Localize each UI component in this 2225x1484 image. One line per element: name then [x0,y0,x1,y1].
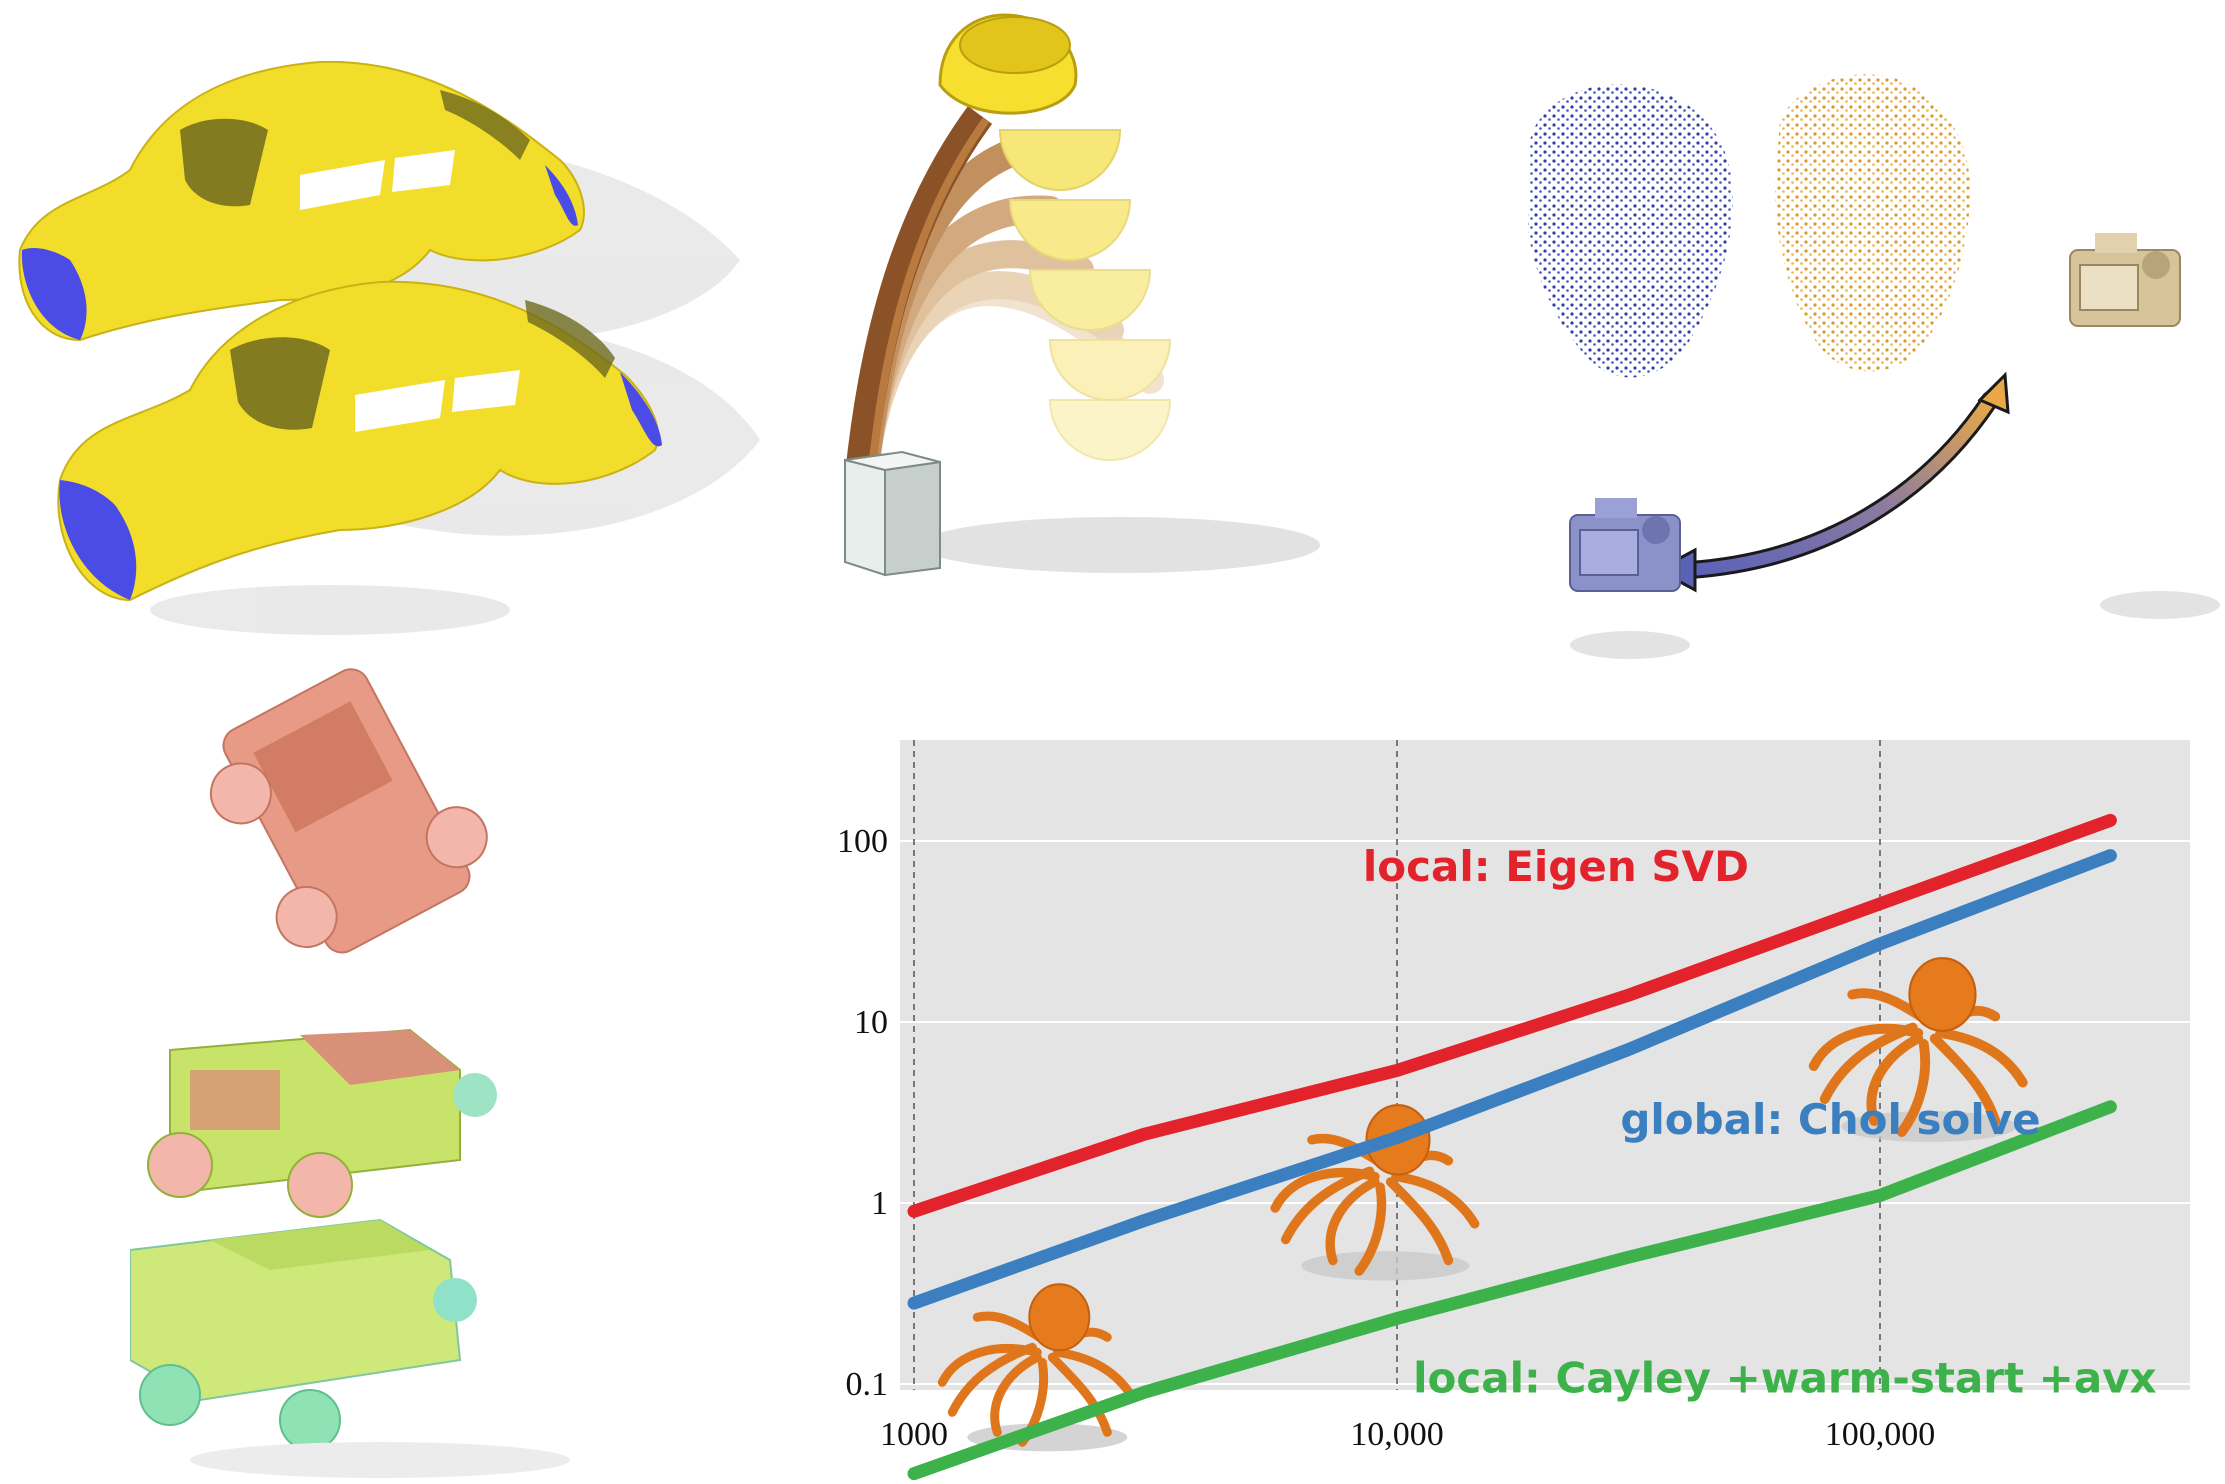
series-lines [907,813,2117,1481]
octopus-head [1908,957,1977,1032]
octopus-large [1808,957,2028,1142]
octopus-leg-4 [1391,1171,1480,1229]
octopus-head [1028,1283,1091,1352]
octopus-leg-4 [1052,1347,1137,1402]
octopus-leg-2 [1354,1182,1387,1276]
cup-ghost-frames [998,129,1172,461]
jeep-top-tilted [209,668,488,954]
series-line-1 [907,849,2117,1310]
x-tick-label: 100,000 [1825,1416,1936,1453]
y-tick-label: 100 [837,823,888,860]
octopus-leg-3 [1047,1352,1112,1437]
arrow-head-right [1977,371,2010,415]
rod-highlight [868,117,990,471]
series-labels: local: Eigen SVD global: Chol solve local:… [1363,842,2157,1402]
series-line-2 [907,1100,2117,1481]
y-tick-labels: 0.1 1 10 100 [837,823,888,1403]
octopus-leg-7 [1819,1022,1918,1104]
octopus-leg-3 [1929,1033,2001,1126]
bending-rod-illustration [844,13,1320,577]
jeep-bottom [130,1218,477,1451]
car-body-back [18,60,585,342]
octopus-shadow [1841,1111,2018,1142]
y-tick-label: 10 [854,1004,888,1041]
octopus-leg-1 [990,1352,1042,1437]
octopus-leg-3 [1385,1177,1454,1266]
octopus-small [937,1283,1137,1452]
series-line-0 [907,813,2117,1218]
octopus-leg-4 [1935,1028,2028,1088]
x-tick-label: 10,000 [1350,1416,1444,1453]
octopus-leg-7 [947,1342,1037,1417]
octopus-leg-1 [1866,1033,1924,1126]
y-tick-label: 1 [871,1185,888,1222]
octopus-leg-7 [1280,1166,1375,1245]
face-point-cloud-illustration [1528,74,2220,659]
gold-face-cloud [1775,74,1970,372]
cup-rim [959,16,1071,74]
plot-area [900,740,2190,1390]
tumbling-jeeps-illustration [130,668,570,1478]
timing-chart: 1000 10,000 100,000 0.1 1 10 100 local: Eigen… [837,740,2190,1481]
rod [845,106,993,477]
octopus-leg-1 [1325,1177,1380,1266]
series-label-1: global: Chol solve [1620,1095,2040,1144]
blue-face-cloud [1528,84,1733,378]
octopus-leg-2 [1896,1039,1931,1137]
camera-blue [1569,498,1681,592]
x-tick-labels: 1000 10,000 100,000 [880,1416,1935,1453]
x-tick-label: 1000 [880,1416,948,1453]
y-tick-label: 0.1 [846,1366,889,1403]
series-label-0: local: Eigen SVD [1363,842,1749,891]
rod-base [844,450,941,577]
car-body-front [57,280,662,602]
car-bodies-illustration [18,60,760,635]
horizontal-gridlines [900,840,2190,1385]
series-label-2: local: Cayley +warm-start +avx [1413,1353,2157,1402]
camera-swap-arrow [1681,391,1999,579]
jeep-middle [147,1028,497,1218]
octopus-shadow [1301,1251,1470,1281]
rod-shadow [920,517,1320,573]
camera-gold [2069,233,2181,327]
